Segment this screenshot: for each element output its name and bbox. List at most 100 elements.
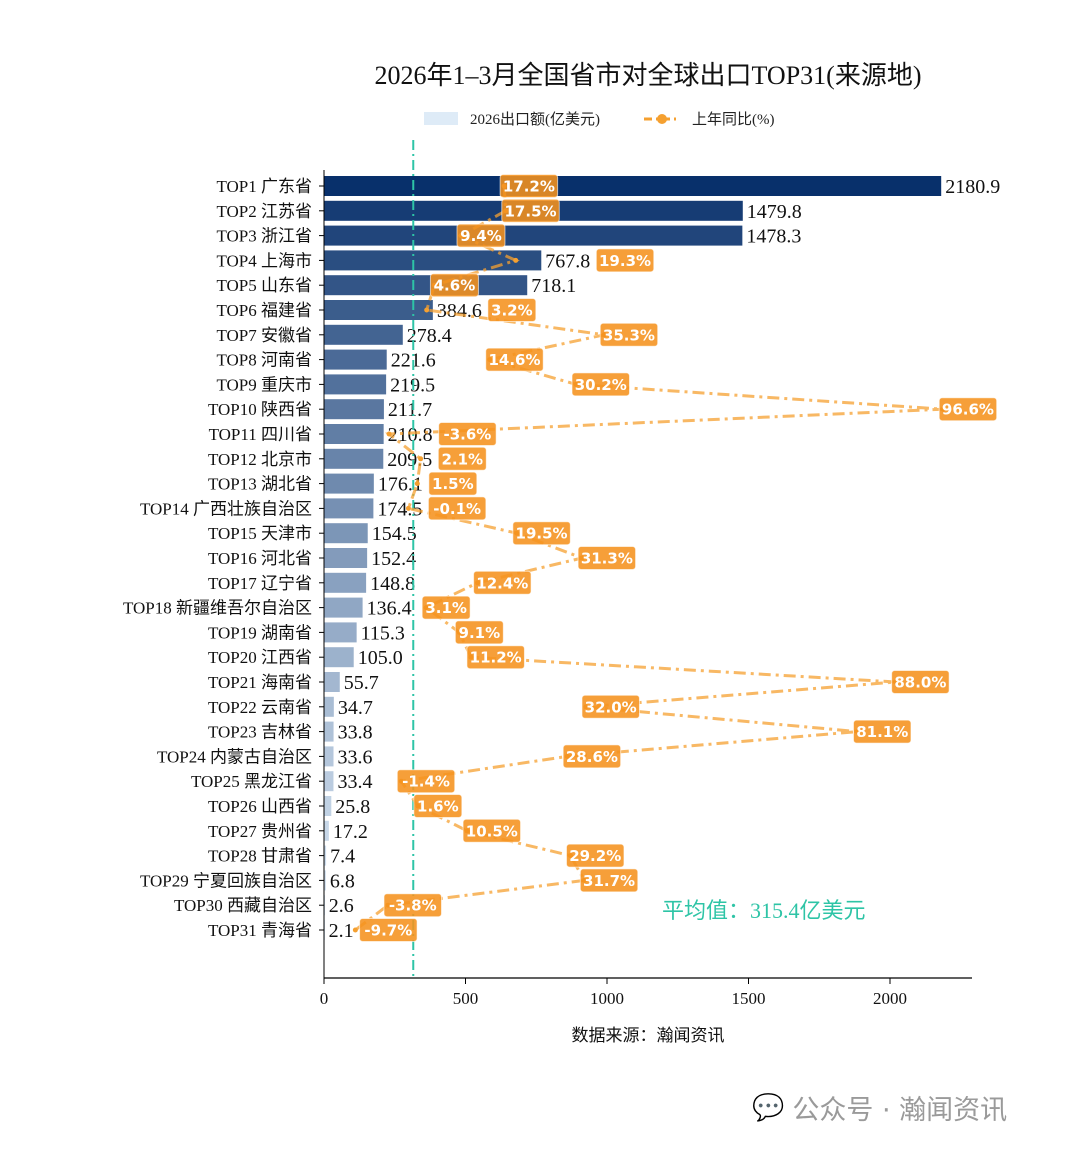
legend-bar-label: 2026出口额(亿美元): [470, 111, 600, 128]
yoy-label: 12.4%: [476, 574, 528, 592]
yoy-label-box: [466, 645, 525, 670]
y-tick-label: TOP4 上海市: [216, 251, 312, 270]
y-tick-label: TOP30 西藏自治区: [174, 896, 312, 915]
x-tick-label: 1000: [590, 989, 624, 1008]
x-tick-label: 1500: [732, 989, 766, 1008]
yoy-label: 19.3%: [599, 252, 651, 270]
yoy-label-box: [473, 570, 532, 595]
bar-value-label: 767.8: [545, 250, 590, 272]
y-tick-label: TOP26 山西省: [208, 797, 312, 816]
bar-value-label: 152.4: [371, 548, 416, 570]
y-tick-label: TOP14 广西壮族自治区: [140, 499, 312, 518]
bar-value-label: 2.1: [329, 920, 354, 942]
bar: [324, 548, 368, 568]
bar-value-label: 33.4: [337, 771, 372, 793]
yoy-label-box: [581, 694, 640, 719]
mean-line-label: 平均值：315.4亿美元: [662, 898, 866, 923]
bar: [324, 448, 384, 469]
yoy-point: [386, 431, 392, 437]
yoy-label-box: [428, 471, 478, 496]
y-tick-label: TOP27 贵州省: [208, 822, 312, 841]
yoy-label: 10.5%: [466, 822, 518, 840]
yoy-label-box: [852, 719, 912, 744]
yoy-point: [405, 505, 411, 511]
yoy-label-box: [891, 670, 950, 694]
y-tick-label: TOP10 陕西省: [208, 400, 312, 419]
yoy-label-box: [579, 868, 639, 893]
yoy-label-box: [577, 546, 637, 570]
yoy-label: -3.8%: [389, 897, 437, 915]
y-tick-label: TOP3 浙江省: [216, 227, 312, 246]
yoy-label-box: [396, 769, 456, 794]
bar: [324, 225, 743, 246]
bar: [324, 275, 528, 296]
yoy-label: 35.3%: [603, 326, 655, 344]
yoy-label: -1.4%: [402, 773, 450, 791]
bar: [324, 374, 387, 395]
bar-value-label: 33.6: [338, 746, 373, 768]
y-tick-label: TOP21 海南省: [208, 673, 312, 692]
yoy-label-box: [462, 818, 522, 843]
yoy-label: 1.6%: [417, 798, 459, 816]
yoy-label-box: [454, 620, 504, 645]
bar: [324, 672, 340, 692]
bar-value-label: 55.7: [344, 672, 379, 694]
bar: [324, 721, 334, 742]
y-tick-label: TOP23 吉林省: [208, 723, 312, 742]
bar-value-label: 17.2: [333, 821, 368, 843]
y-tick-label: TOP1 广东省: [216, 177, 312, 196]
y-tick-label: TOP18 新疆维吾尔自治区: [123, 599, 312, 618]
y-tick-label: TOP2 江苏省: [216, 202, 312, 221]
y-tick-label: TOP24 内蒙古自治区: [157, 747, 312, 766]
bar-value-label: 34.7: [338, 697, 373, 719]
bar: [324, 647, 354, 668]
yoy-label-box: [499, 174, 559, 198]
yoy-point: [513, 257, 519, 263]
y-tick-label: TOP8 河南省: [216, 351, 312, 370]
yoy-label-box: [429, 273, 479, 298]
bar: [324, 473, 374, 494]
yoy-label: 3.2%: [491, 302, 533, 320]
yoy-label-box: [562, 744, 622, 769]
yoy-label-box: [565, 843, 625, 868]
yoy-label-box: [413, 794, 463, 818]
yoy-label: 1.5%: [432, 475, 474, 493]
bar: [324, 324, 403, 345]
yoy-label: 3.1%: [425, 599, 467, 617]
bar: [324, 597, 363, 618]
bar: [324, 176, 942, 196]
y-tick-label: TOP31 青海省: [208, 921, 312, 940]
bar-value-label: 718.1: [531, 275, 576, 297]
yoy-label: 11.2%: [470, 649, 522, 667]
yoy-label: 14.6%: [488, 351, 540, 369]
yoy-label-box: [512, 521, 571, 546]
bar-value-label: 1479.8: [747, 201, 802, 223]
yoy-label-box: [438, 422, 497, 446]
yoy-point: [352, 927, 358, 933]
x-tick-label: 2000: [873, 989, 907, 1008]
legend-bar-swatch: [424, 112, 458, 125]
bar-value-label: 25.8: [335, 796, 370, 818]
yoy-label-box: [501, 198, 560, 223]
y-tick-label: TOP22 云南省: [208, 698, 312, 717]
bar-value-label: 115.3: [361, 622, 405, 644]
yoy-label-box: [427, 496, 487, 521]
yoy-label-box: [599, 322, 659, 347]
yoy-label: -9.7%: [364, 922, 412, 940]
bar: [324, 622, 357, 643]
yoy-label: 30.2%: [575, 376, 627, 394]
chart-title: 2026年1–3月全国省市对全球出口TOP31(来源地): [375, 61, 922, 90]
y-tick-label: TOP25 黑龙江省: [191, 772, 312, 791]
bar-value-label: 278.4: [407, 325, 452, 347]
y-tick-label: TOP16 河北省: [208, 549, 312, 568]
bar: [324, 696, 334, 717]
yoy-label: 9.4%: [460, 227, 502, 245]
watermark: 💬 公众号 · 瀚闻资讯: [752, 1092, 1008, 1127]
bar: [324, 300, 433, 320]
yoy-label-box: [383, 893, 442, 918]
bar: [324, 349, 387, 370]
yoy-label-box: [421, 595, 471, 620]
bar-value-label: 154.5: [372, 523, 417, 545]
yoy-label-box: [595, 248, 655, 273]
